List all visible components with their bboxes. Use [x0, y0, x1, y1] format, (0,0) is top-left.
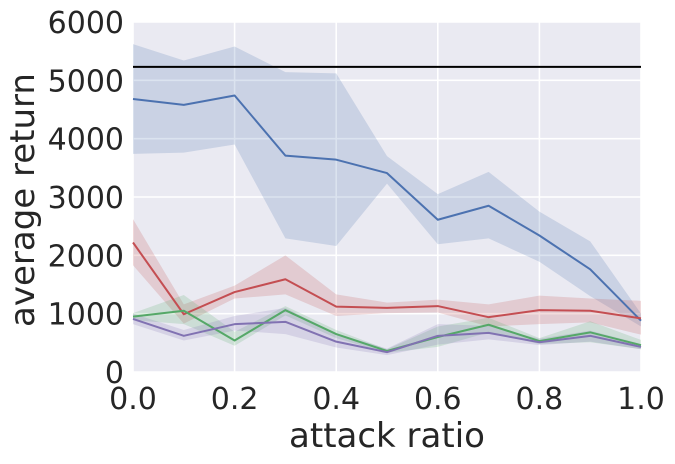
x-tick-label: 0.4 — [312, 382, 360, 417]
y-axis-title: average return — [3, 73, 43, 327]
confidence-band-series-4 — [133, 307, 641, 356]
x-axis-title: attack ratio — [289, 416, 485, 456]
y-tick-labels: 0 1000 2000 3000 4000 5000 6000 — [48, 6, 124, 391]
grid — [132, 21, 642, 373]
y-tick-label: 0 — [105, 356, 124, 391]
series-lines — [132, 94, 642, 354]
y-tick-label: 1000 — [48, 298, 124, 333]
series-line-4 — [132, 317, 642, 354]
series-line-3 — [132, 309, 642, 352]
confidence-band-series-1 — [133, 44, 641, 327]
y-tick-label: 3000 — [48, 181, 124, 216]
x-tick-label: 0.8 — [516, 382, 564, 417]
confidence-bands — [133, 44, 641, 356]
series-line-2 — [132, 241, 642, 320]
y-tick-label: 2000 — [48, 239, 124, 274]
x-tick-label: 0.0 — [109, 382, 157, 417]
x-tick-label: 0.2 — [211, 382, 259, 417]
confidence-band-series-3 — [133, 295, 641, 353]
series-line-1 — [132, 94, 642, 322]
y-tick-label: 6000 — [48, 6, 124, 41]
x-tick-label: 1.0 — [617, 382, 665, 417]
x-tick-label: 0.6 — [414, 382, 462, 417]
x-tick-labels: 0.0 0.2 0.4 0.6 0.8 1.0 — [109, 382, 665, 417]
y-tick-label: 4000 — [48, 123, 124, 158]
y-tick-label: 5000 — [48, 64, 124, 99]
confidence-band-series-2 — [133, 219, 641, 335]
